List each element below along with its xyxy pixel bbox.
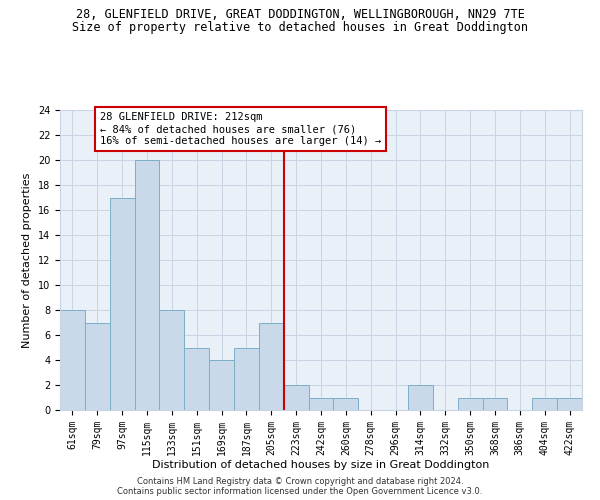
Bar (85, 322, 110, 410)
Bar (259, 322, 284, 410)
Text: Contains public sector information licensed under the Open Government Licence v3: Contains public sector information licen… (118, 486, 482, 496)
Bar (134, 160, 160, 410)
Bar (308, 398, 334, 410)
Bar (557, 398, 582, 410)
Text: 28, GLENFIELD DRIVE, GREAT DODDINGTON, WELLINGBOROUGH, NN29 7TE: 28, GLENFIELD DRIVE, GREAT DODDINGTON, W… (76, 8, 524, 20)
Bar (209, 360, 234, 410)
Bar (234, 348, 259, 410)
Y-axis label: Number of detached properties: Number of detached properties (22, 172, 32, 348)
Bar (110, 198, 134, 410)
Text: Distribution of detached houses by size in Great Doddington: Distribution of detached houses by size … (152, 460, 490, 470)
Bar (408, 385, 433, 410)
Bar (458, 398, 482, 410)
Bar (482, 398, 508, 410)
Bar (284, 385, 308, 410)
Bar (532, 398, 557, 410)
Bar (334, 398, 358, 410)
Bar (60, 310, 85, 410)
Bar (184, 348, 209, 410)
Bar (160, 310, 184, 410)
Text: Size of property relative to detached houses in Great Doddington: Size of property relative to detached ho… (72, 21, 528, 34)
Text: Contains HM Land Registry data © Crown copyright and database right 2024.: Contains HM Land Registry data © Crown c… (137, 476, 463, 486)
Text: 28 GLENFIELD DRIVE: 212sqm
← 84% of detached houses are smaller (76)
16% of semi: 28 GLENFIELD DRIVE: 212sqm ← 84% of deta… (100, 112, 381, 146)
